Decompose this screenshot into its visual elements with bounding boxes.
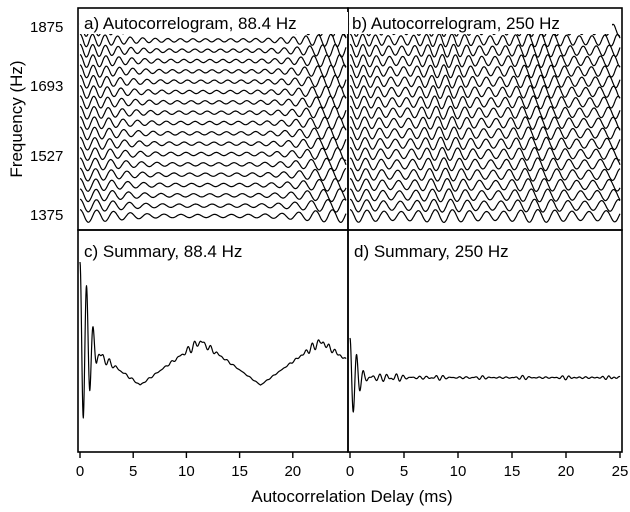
- trace-1812hz: [349, 43, 621, 58]
- xtick-label: 0: [346, 463, 354, 480]
- panel-b-title-bg: [350, 12, 612, 34]
- trace-1400hz: [349, 198, 621, 213]
- panel-a-traces: [79, 23, 347, 223]
- trace-1425hz: [79, 188, 347, 203]
- ytick-label-1693: 1693: [30, 78, 63, 95]
- trace-1580hz: [349, 126, 621, 141]
- trace-1527hz: [79, 147, 347, 161]
- trace-1843hz: [79, 33, 347, 48]
- trace-1425hz: [349, 188, 621, 203]
- trace-1693hz: [349, 85, 621, 99]
- trace-1693hz: [79, 85, 347, 99]
- trace-1450hz: [349, 178, 621, 192]
- panel-c-traces: [79, 261, 347, 419]
- trace-1501hz: [79, 157, 347, 172]
- xtick-label: 15: [231, 463, 248, 480]
- panel-d-frame: [347, 229, 623, 453]
- trace-1781hz: [349, 54, 621, 68]
- trace-1607hz: [349, 116, 621, 130]
- panel-c-frame: [77, 229, 349, 453]
- panel-b-frame: [347, 7, 623, 231]
- xtick-label: 0: [76, 463, 84, 480]
- trace-1722hz: [349, 74, 621, 89]
- panel-d-title: d) Summary, 250 Hz: [354, 242, 509, 261]
- y-axis-title: Frequency (Hz): [7, 60, 26, 177]
- trace-1501hz: [349, 157, 621, 172]
- xtick-label: 5: [400, 463, 408, 480]
- x-axis-ticks: 0 5 10 15 20 0 5 10 15 20 25: [76, 452, 629, 480]
- ytick-label-1375: 1375: [30, 207, 63, 224]
- trace-1722hz: [79, 74, 347, 89]
- summary-trace: [79, 261, 347, 419]
- trace-1375hz: [79, 209, 347, 223]
- trace-1664hz: [349, 95, 621, 110]
- trace-1450hz: [79, 178, 347, 192]
- ytick-label-1875: 1875: [30, 19, 63, 36]
- xtick-label: 20: [284, 463, 301, 480]
- trace-1843hz: [349, 33, 621, 48]
- trace-1527hz: [349, 147, 621, 161]
- trace-1476hz: [79, 167, 347, 182]
- trace-1781hz: [79, 54, 347, 68]
- panel-a-title-bg: [80, 12, 348, 34]
- summary-trace: [349, 337, 621, 413]
- trace-1554hz: [79, 136, 347, 151]
- x-axis-title: Autocorrelation Delay (ms): [251, 487, 452, 506]
- trace-1400hz: [79, 198, 347, 213]
- trace-1664hz: [79, 95, 347, 110]
- trace-1375hz: [349, 209, 621, 223]
- xtick-label: 15: [504, 463, 521, 480]
- panel-b-traces: [349, 23, 621, 223]
- xtick-label: 5: [129, 463, 137, 480]
- trace-1580hz: [79, 126, 347, 141]
- xtick-label: 20: [558, 463, 575, 480]
- panel-d-traces: [349, 337, 621, 413]
- xtick-label: 25: [612, 463, 629, 480]
- trace-1607hz: [79, 116, 347, 130]
- panel-c-title: c) Summary, 88.4 Hz: [84, 242, 242, 261]
- trace-1476hz: [349, 167, 621, 182]
- trace-1751hz: [79, 64, 347, 79]
- trace-1554hz: [349, 136, 621, 151]
- trace-1636hz: [79, 105, 347, 120]
- panel-b-title: b) Autocorrelogram, 250 Hz: [352, 14, 560, 33]
- xtick-label: 10: [178, 463, 195, 480]
- panel-a-title: a) Autocorrelogram, 88.4 Hz: [84, 14, 297, 33]
- trace-1812hz: [79, 43, 347, 58]
- trace-1751hz: [349, 64, 621, 79]
- trace-1636hz: [349, 105, 621, 120]
- ytick-label-1527: 1527: [30, 148, 63, 165]
- xtick-label: 10: [450, 463, 467, 480]
